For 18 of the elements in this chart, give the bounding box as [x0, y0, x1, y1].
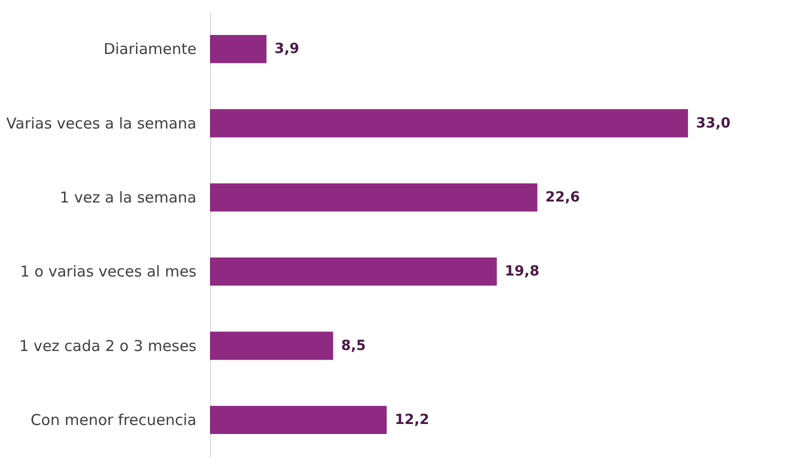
y-tick-label: 1 vez a la semana: [60, 188, 196, 206]
bar: [210, 332, 334, 360]
data-label: 19,8: [504, 264, 540, 280]
bar: [210, 406, 387, 434]
y-tick-label: 1 vez cada 2 o 3 meses: [19, 336, 197, 355]
y-tick-label: Diariamente: [104, 40, 196, 58]
data-label: 22,6: [545, 189, 580, 206]
bar: [210, 257, 497, 286]
bar: [210, 109, 688, 138]
y-tick-label: Con menor frecuencia: [30, 410, 196, 429]
data-label: 12,2: [394, 412, 430, 428]
data-label: 3,9: [274, 41, 300, 58]
bar: [210, 183, 538, 212]
y-tick-label: Varias veces a la semana: [6, 114, 196, 132]
bar: [210, 34, 266, 64]
data-label: 33,0: [696, 115, 731, 132]
data-label: 8,5: [341, 338, 366, 354]
y-tick-label: 1 o varias veces al mes: [20, 262, 197, 281]
